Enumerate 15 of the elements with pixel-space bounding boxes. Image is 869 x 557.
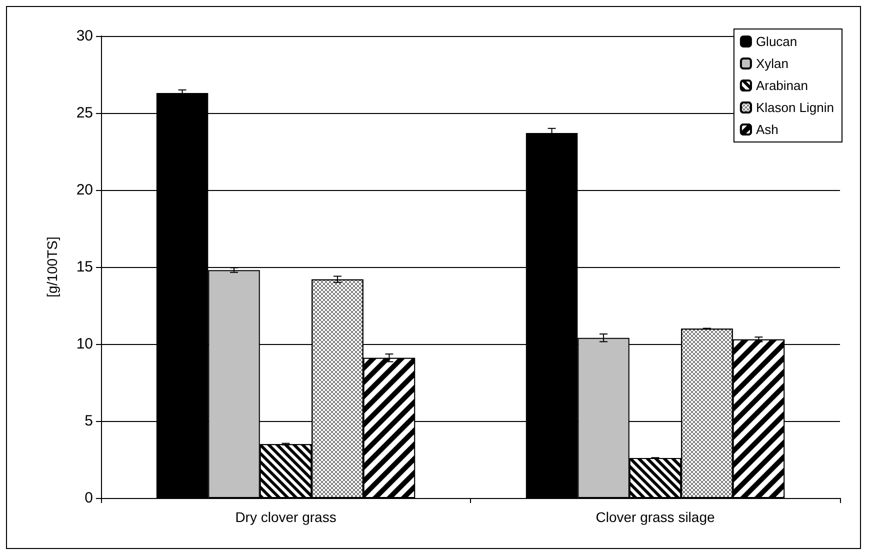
y-tick-label: 0 (84, 490, 93, 506)
legend-label: Klason Lignin (756, 100, 834, 115)
legend-label: Arabinan (756, 78, 808, 93)
x-tick-label: Dry clover grass (235, 509, 336, 525)
legend-label: Glucan (756, 34, 798, 49)
y-tick-label: 10 (76, 336, 93, 352)
y-tick-label: 15 (76, 258, 93, 276)
y-tick-label: 30 (76, 28, 93, 44)
legend-label: Xylan (756, 56, 788, 71)
y-tick-label: 5 (84, 412, 93, 430)
legend-label: Ash (756, 122, 778, 137)
y-tick-label: 20 (76, 182, 93, 198)
y-tick-label: 25 (76, 104, 93, 122)
y-axis-title: [g/100TS] (44, 236, 60, 298)
x-tick-label: Clover grass silage (596, 509, 715, 525)
